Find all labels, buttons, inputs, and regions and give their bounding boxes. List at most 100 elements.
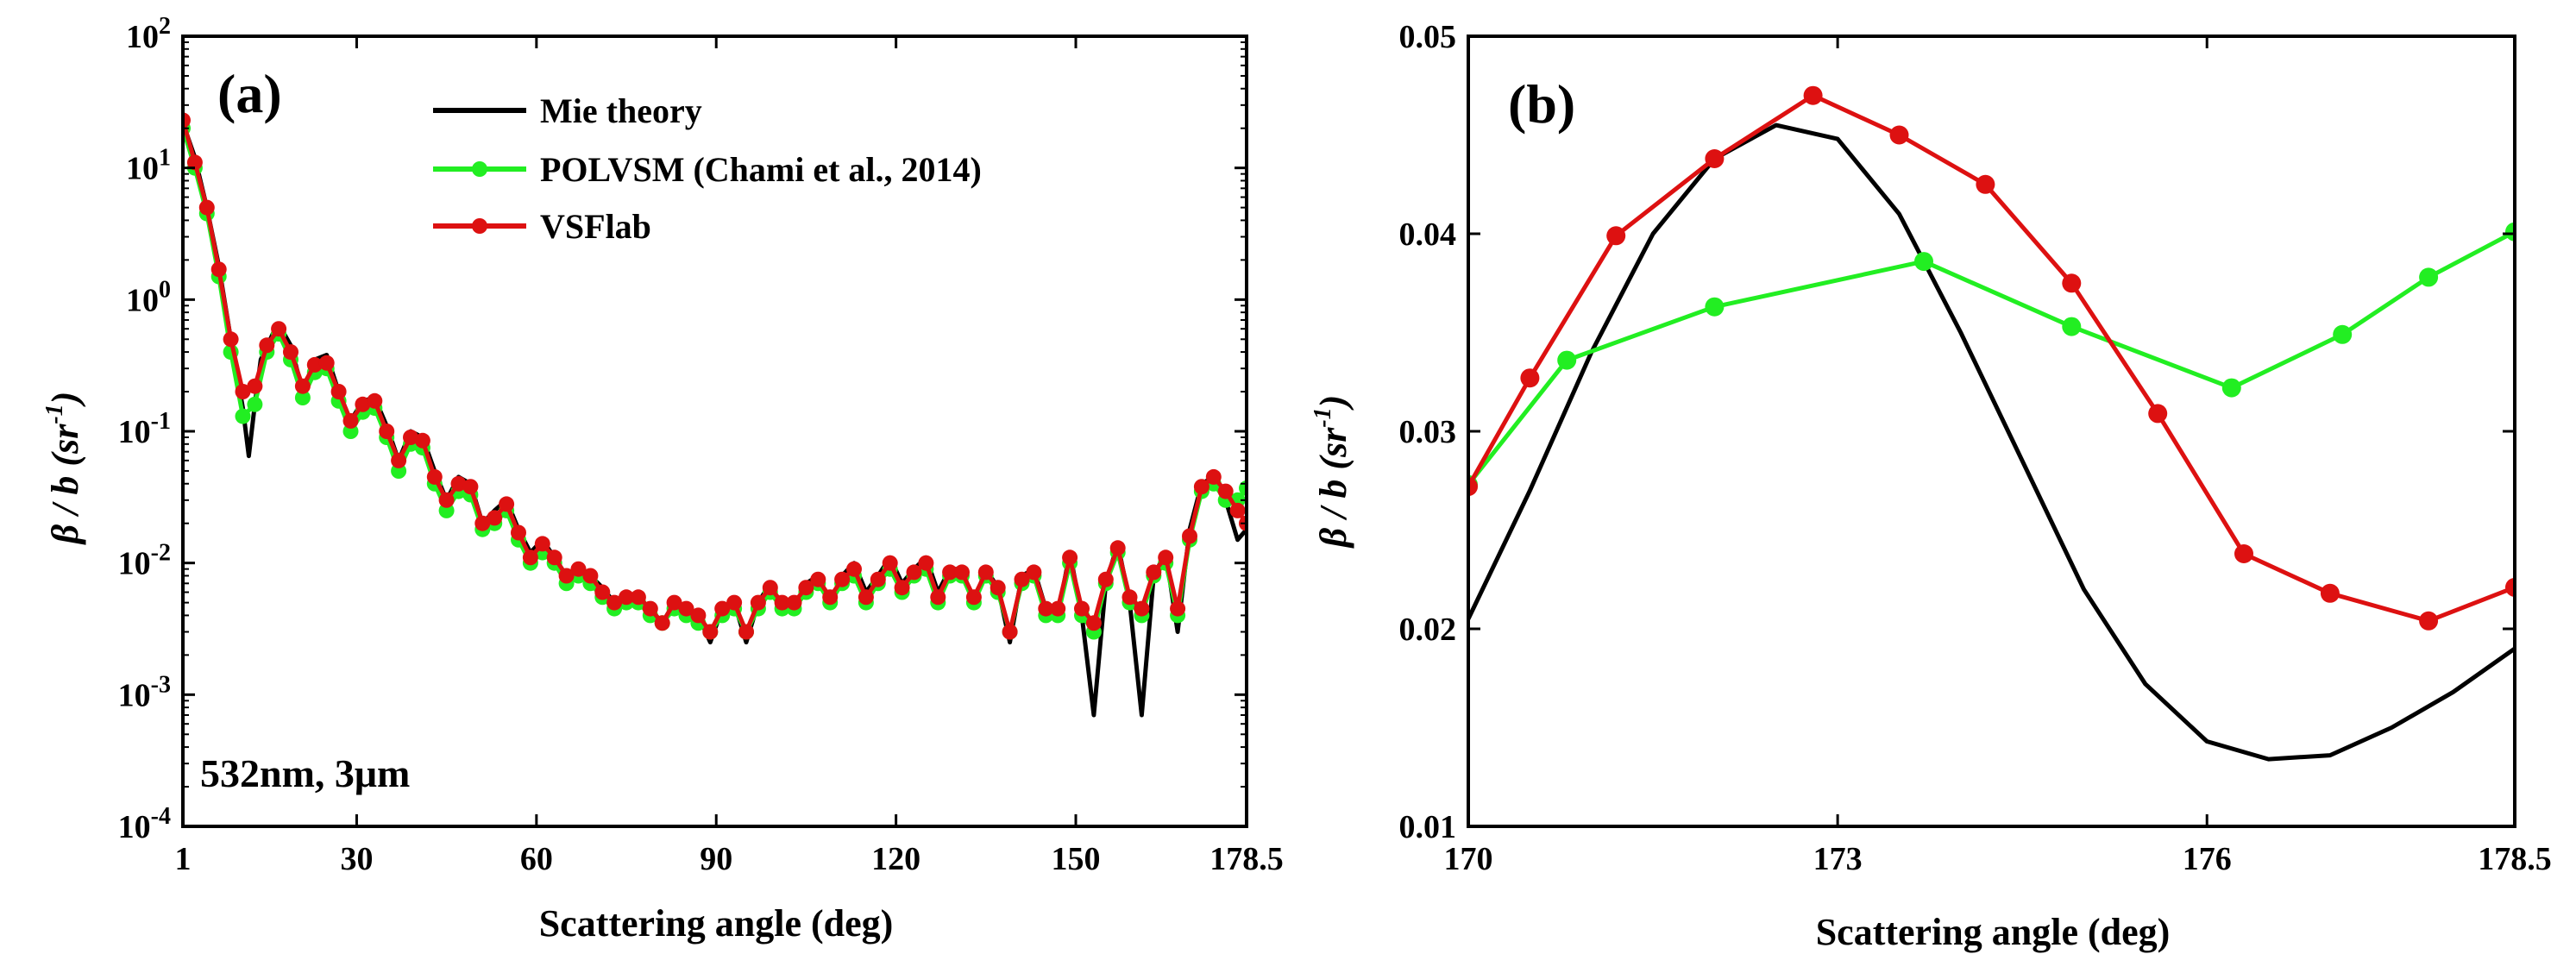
- panel-b-point-polvsm-chami-et-al-2014: [1914, 252, 1933, 272]
- panel-a-point-vsflab: [1050, 600, 1066, 617]
- panel-a-x-tick-label: 1: [175, 841, 192, 877]
- panel-a-point-vsflab: [642, 600, 658, 617]
- panel-a-point-vsflab: [235, 384, 251, 399]
- panel-a-point-vsflab: [534, 536, 550, 552]
- panel-a-series-vsflab: [183, 112, 1247, 640]
- panel-a-point-vsflab: [318, 355, 335, 371]
- panel-a-point-vsflab: [1085, 615, 1102, 631]
- legend-label-mie: Mie theory: [540, 91, 702, 130]
- panel-a-point-vsflab: [306, 356, 323, 373]
- panel-a-point-vsflab: [570, 561, 587, 577]
- panel-a-point-vsflab: [918, 555, 934, 571]
- panel-a-point-vsflab: [810, 571, 826, 587]
- panel-a-point-vsflab: [499, 496, 515, 512]
- panel-a-point-vsflab: [942, 564, 958, 581]
- panel-a-point-vsflab: [198, 199, 215, 216]
- panel-a-point-vsflab: [954, 564, 970, 581]
- panel-a-point-vsflab: [1002, 624, 1018, 640]
- panel-a-legend: Mie theory POLVSM (Chami et al., 2014) V…: [433, 91, 982, 246]
- panel-a-point-vsflab: [977, 564, 994, 581]
- panel-a-point-vsflab: [1170, 600, 1186, 617]
- panel-a-y-axis-label: β / b (sr-1): [41, 392, 86, 546]
- panel-b-point-polvsm-chami-et-al-2014: [2505, 222, 2515, 242]
- panel-a-y-tick-exp: -4: [151, 803, 171, 830]
- panel-a-point-vsflab: [1205, 468, 1222, 485]
- panel-b-y-tick-label: 0.03: [1399, 414, 1457, 450]
- panel-a-point-vsflab: [367, 392, 383, 409]
- panel-a-y-tick-base: 10: [126, 282, 159, 318]
- panel-a-point-vsflab: [798, 580, 814, 596]
- svg-text:β / b (sr-1): β / b (sr-1): [1310, 395, 1354, 549]
- panel-a-y-tick-base: 10: [118, 677, 151, 713]
- panel-b-y-label-end: ): [1312, 395, 1354, 411]
- panel-a-point-vsflab: [391, 452, 407, 468]
- panel-a-point-vsflab: [546, 549, 562, 566]
- panel-a-point-vsflab: [858, 589, 874, 606]
- panel-a-point-vsflab: [930, 589, 946, 606]
- panel-a-point-vsflab: [822, 589, 839, 606]
- panel-a-y-tick-label: 101: [126, 145, 171, 187]
- panel-a-point-vsflab: [606, 594, 623, 611]
- legend-marker-polvsm: [472, 161, 487, 177]
- panel-a-y-tick-label: 10-2: [118, 540, 171, 582]
- panel-a-y-tick-base: 10: [126, 151, 159, 187]
- panel-a-point-vsflab: [558, 568, 575, 584]
- panel-a-point-vsflab: [870, 571, 886, 587]
- legend-label-vsflab: VSFlab: [540, 207, 651, 246]
- panel-a-y-label-sup: -1: [41, 404, 68, 424]
- panel-a-y-tick-exp: 0: [159, 276, 171, 303]
- panel-a-x-tick-label: 150: [1052, 841, 1101, 877]
- panel-a-annotation: 532nm, 3μm: [200, 751, 410, 795]
- panel-a-point-vsflab: [426, 468, 443, 485]
- panel-b-point-polvsm-chami-et-al-2014: [1705, 297, 1725, 317]
- panel-a-point-vsflab: [594, 584, 611, 600]
- panel-a-point-vsflab: [834, 571, 851, 587]
- panel-b-point-vsflab: [1976, 174, 1995, 194]
- panel-a-point-vsflab: [379, 424, 395, 439]
- panel-a-point-vsflab: [702, 624, 719, 640]
- panel-a-point-vsflab: [403, 430, 418, 445]
- panel-a-x-ticks: 1 30 60 90 120 150 178.5: [175, 36, 1284, 877]
- panel-b-point-vsflab: [2505, 577, 2515, 597]
- panel-a-point-vsflab: [259, 337, 275, 354]
- panel-b-point-vsflab: [2419, 611, 2439, 631]
- panel-a-x-tick-label: 60: [520, 841, 553, 877]
- panel-b-y-ticks: 0.01 0.02 0.03 0.04 0.05: [1399, 19, 2515, 845]
- panel-a-point-vsflab: [750, 594, 766, 611]
- panel-b-x-axis-label: Scattering angle (deg): [1816, 911, 2171, 953]
- panel-a-x-axis-label: Scattering angle (deg): [539, 902, 894, 945]
- panel-a-point-vsflab: [223, 331, 239, 348]
- panel-a-y-tick-exp: -2: [151, 540, 171, 567]
- panel-a-point-vsflab: [678, 600, 694, 617]
- panel-a-point-polvsm-chami-et-al-2014: [247, 396, 263, 412]
- panel-b-point-polvsm-chami-et-al-2014: [2419, 267, 2439, 287]
- panel-a-y-tick-label: 100: [126, 276, 171, 318]
- panel-a-point-vsflab: [1182, 528, 1197, 544]
- panel-a-point-vsflab: [774, 594, 790, 611]
- panel-b-point-vsflab: [1520, 368, 1540, 388]
- panel-a-point-vsflab: [1109, 540, 1126, 556]
- panel-a-y-tick-exp: -3: [151, 671, 171, 698]
- panel-a-point-vsflab: [355, 396, 371, 412]
- legend-label-polvsm: POLVSM (Chami et al., 2014): [540, 150, 982, 189]
- panel-a-plot-area: [181, 35, 1248, 828]
- panel-b-point-polvsm-chami-et-al-2014: [2333, 324, 2353, 344]
- panel-b-x-ticks: 170 173 176 178.5: [1444, 36, 2552, 877]
- panel-a-point-vsflab: [186, 154, 203, 171]
- panel-a-point-vsflab: [690, 607, 707, 624]
- panel-b-x-tick-label: 178.5: [2478, 841, 2552, 877]
- panel-a-tag: (a): [217, 63, 282, 124]
- panel-b-series-polvsm-chami-et-al-2014: [1468, 222, 2515, 494]
- panel-a-point-vsflab: [846, 561, 862, 577]
- panel-a-point-vsflab: [294, 378, 311, 394]
- panel-b-point-vsflab: [2234, 544, 2253, 563]
- panel-a-x-tick-label: 120: [871, 841, 920, 877]
- panel-a-point-vsflab: [342, 412, 359, 429]
- panel-a-point-vsflab: [414, 432, 430, 449]
- panel-a-point-vsflab: [1217, 483, 1234, 499]
- panel-a-x-tick-label: 178.5: [1209, 841, 1284, 877]
- legend-marker-vsflab: [472, 218, 487, 234]
- panel-a-point-vsflab: [1229, 502, 1246, 518]
